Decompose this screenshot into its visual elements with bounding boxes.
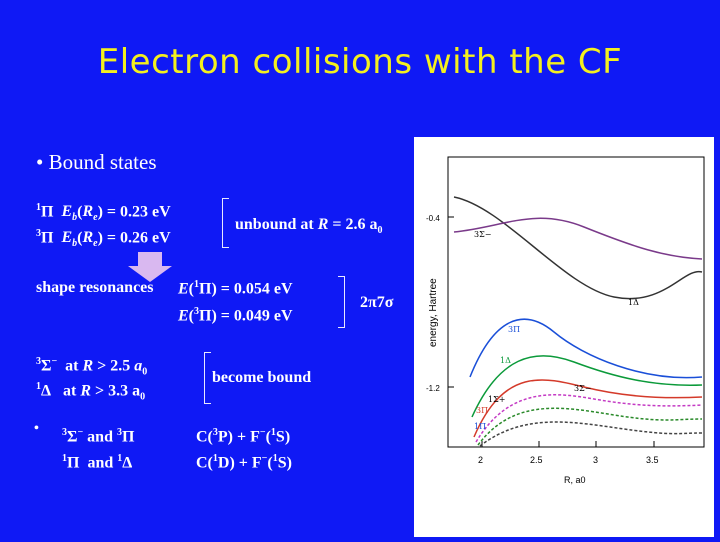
potential-curves-plot: 2 2.5 3 3.5 -0.4 -1.2 R, a0 energy, Hart… xyxy=(426,156,705,485)
small-bullet: • xyxy=(34,421,39,436)
curve-black-dashed xyxy=(479,421,703,447)
x-tick-2: 2.5 xyxy=(530,455,543,465)
asymptote-2-states: 1Π and 1Δ xyxy=(62,453,133,472)
bound-state-1: 1Π Eb(Re) = 0.23 eV xyxy=(36,202,171,224)
become-bound-label: become bound xyxy=(212,369,312,386)
curve-upper-black xyxy=(453,196,703,300)
curve-upper-purple xyxy=(453,217,703,260)
label-sigma-upper: 3Σ− xyxy=(474,230,491,239)
down-arrow-icon xyxy=(128,252,172,282)
label-pi-triplet-upper: 3Π xyxy=(508,325,520,334)
label-sigma-lower: 3Σ− xyxy=(574,384,591,393)
curve-blue xyxy=(469,318,703,379)
shape-resonances-label: shape resonances xyxy=(36,279,154,296)
asymptote-1-states: 3Σ− and 3Π xyxy=(62,427,135,446)
curve-green xyxy=(471,355,703,418)
bullet-bound-states: • Bound states xyxy=(36,150,157,174)
x-tick-1: 2 xyxy=(478,455,483,465)
brace-become xyxy=(204,352,211,404)
label-delta-upper: 1Δ xyxy=(628,298,639,307)
brace-bound xyxy=(222,198,229,248)
label-pi-triplet-lower: 3Π xyxy=(476,406,488,415)
curve-magenta xyxy=(475,394,703,443)
potential-curves-figure: 2 2.5 3 3.5 -0.4 -1.2 R, a0 energy, Hart… xyxy=(414,137,714,537)
slide-title: Electron collisions with the CF xyxy=(97,42,623,82)
x-axis-label: R, a0 xyxy=(564,475,586,485)
label-sigma-plus: 1Σ+ xyxy=(488,395,505,404)
label-delta-lower: 1Δ xyxy=(500,356,511,365)
asymptote-2-products: C(1D) + F−(1S) xyxy=(196,453,292,472)
state-sigma: 3Σ− at R > 2.5 a0 xyxy=(36,356,148,378)
curve-red xyxy=(473,379,703,438)
shape-resonance-1: E(1Π) = 0.054 eV xyxy=(178,279,293,298)
state-delta: 1Δ at R > 3.3 a0 xyxy=(36,381,146,403)
y-tick-2: -1.2 xyxy=(426,384,440,393)
curve-green-dashed xyxy=(477,407,703,446)
x-tick-4: 3.5 xyxy=(646,455,659,465)
unbound-label: unbound at R = 2.6 a0 xyxy=(235,216,383,237)
orbital-label: 2π7σ xyxy=(360,294,394,311)
x-tick-3: 3 xyxy=(593,455,598,465)
bound-state-2: 3Π Eb(Re) = 0.26 eV xyxy=(36,228,171,250)
y-axis-label: energy, Hartree xyxy=(428,278,439,347)
arrow-right-icon xyxy=(154,437,186,439)
label-pi-singlet: 1Π xyxy=(474,422,486,431)
shape-resonance-2: E(3Π) = 0.049 eV xyxy=(178,306,293,325)
asymptote-1-products: C(3P) + F−(1S) xyxy=(196,427,291,446)
brace-shape xyxy=(338,276,345,328)
y-tick-1: -0.4 xyxy=(426,214,440,223)
